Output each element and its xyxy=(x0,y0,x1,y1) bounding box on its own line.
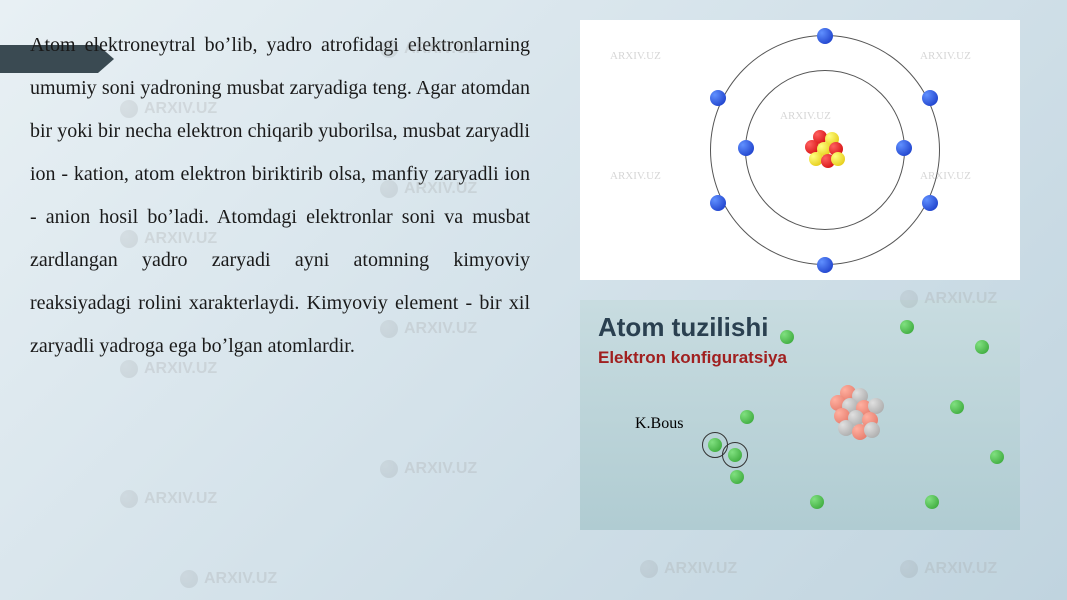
watermark: ARXIV.UZ xyxy=(640,560,737,578)
watermark: ARXIV.UZ xyxy=(380,460,477,478)
electron xyxy=(710,90,726,106)
nucleus xyxy=(805,130,845,170)
watermark: ARXIV.UZ xyxy=(920,50,971,62)
electron xyxy=(817,28,833,44)
nucleus-2 xyxy=(820,380,890,450)
electron-green xyxy=(810,495,824,509)
electron-green xyxy=(990,450,1004,464)
electron-green xyxy=(730,470,744,484)
electron xyxy=(738,140,754,156)
electron xyxy=(922,90,938,106)
image2-title: Atom tuzilishi xyxy=(598,312,768,343)
watermark: ARXIV.UZ xyxy=(920,170,971,182)
image2-subtitle: Elektron konfiguratsiya xyxy=(598,348,787,368)
electron xyxy=(817,257,833,273)
electron-green xyxy=(780,330,794,344)
atom-diagram-2: Atom tuzilishi Elektron konfiguratsiya K… xyxy=(580,300,1020,530)
atom-diagram-1: ARXIV.UZ ARXIV.UZ ARXIV.UZ ARXIV.UZ ARXI… xyxy=(580,20,1020,280)
image2-signature: K.Bous xyxy=(635,415,683,433)
electron xyxy=(922,195,938,211)
watermark: ARXIV.UZ xyxy=(610,50,661,62)
electron-highlight xyxy=(722,442,748,468)
electron xyxy=(710,195,726,211)
watermark: ARXIV.UZ xyxy=(180,570,277,588)
electron xyxy=(896,140,912,156)
watermark: ARXIV.UZ xyxy=(900,560,997,578)
main-paragraph: Atom elektroneytral boʼlib, yadro atrofi… xyxy=(30,24,530,368)
electron-green xyxy=(975,340,989,354)
watermark: ARXIV.UZ xyxy=(120,490,217,508)
electron-green xyxy=(900,320,914,334)
watermark: ARXIV.UZ xyxy=(610,170,661,182)
electron-green xyxy=(925,495,939,509)
electron-green xyxy=(740,410,754,424)
electron-green xyxy=(950,400,964,414)
watermark: ARXIV.UZ xyxy=(780,110,831,122)
